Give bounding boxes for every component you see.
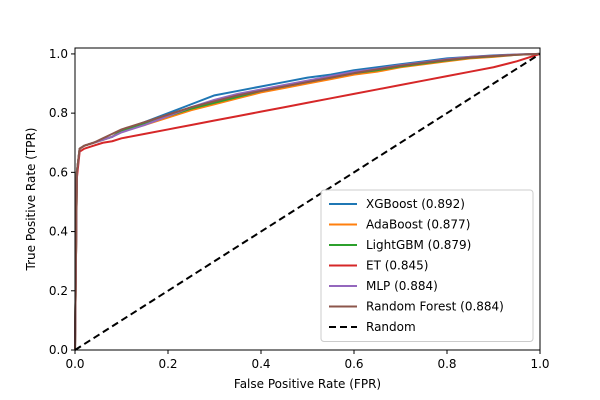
x-tick-label: 0.8 — [437, 357, 456, 371]
legend-entry-4: MLP (0.884) — [366, 279, 438, 293]
legend-entry-5: Random Forest (0.884) — [366, 300, 504, 314]
legend-box — [320, 189, 534, 342]
x-tick-label: 0.2 — [158, 357, 177, 371]
y-tick-label: 0.4 — [49, 225, 68, 239]
x-tick-label: 1.0 — [530, 357, 549, 371]
legend-entry-2: LightGBM (0.879) — [366, 238, 471, 252]
x-tick-label: 0.4 — [251, 357, 270, 371]
legend: XGBoost (0.892) AdaBoost (0.877) LightGBM … — [320, 189, 534, 342]
series-line-3 — [74, 52, 541, 351]
series-lines — [74, 52, 541, 351]
legend-entry-0: XGBoost (0.892) — [366, 197, 465, 211]
y-axis-label: True Positive Rate (TPR) — [24, 128, 38, 272]
series-line-5 — [74, 52, 541, 351]
legend-entry-1: AdaBoost (0.877) — [366, 218, 470, 232]
x-axis-label: False Positive Rate (FPR) — [234, 377, 381, 391]
y-tick-label: 0.0 — [49, 343, 68, 357]
x-tick-label: 0.0 — [65, 357, 84, 371]
plot-frame — [74, 47, 541, 351]
series-line-6 — [74, 53, 541, 351]
y-tick-label: 1.0 — [49, 47, 68, 61]
y-tick-label: 0.8 — [49, 106, 68, 120]
y-tick-label: 0.6 — [49, 165, 68, 179]
axis-ticks: 0.0 0.2 0.4 0.6 0.8 1.0 0.0 0.2 0.4 0.6 0.8 1.0 — [49, 47, 550, 371]
x-tick-label: 0.6 — [344, 357, 363, 371]
legend-entry-3: ET (0.845) — [366, 259, 428, 273]
y-tick-label: 0.2 — [49, 284, 68, 298]
legend-entry-6: Random — [366, 320, 416, 334]
